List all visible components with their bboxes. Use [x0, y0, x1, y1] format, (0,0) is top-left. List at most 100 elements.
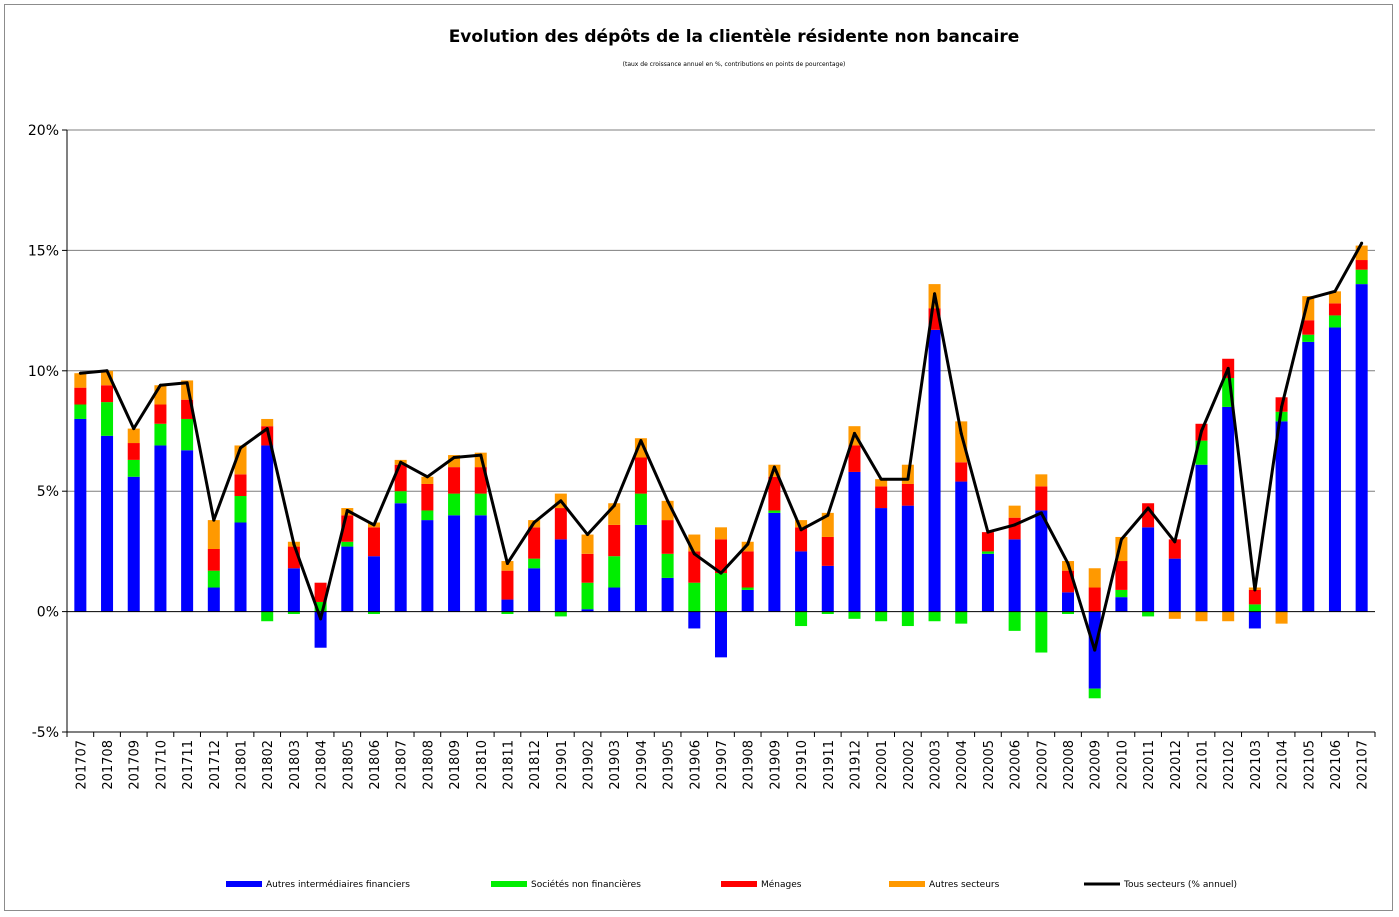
line-point	[532, 521, 536, 525]
bar-segment	[634, 524, 647, 612]
x-tick-label: 202005	[982, 740, 997, 790]
bar-segment	[768, 512, 781, 612]
line-point	[78, 371, 82, 375]
bar-segment	[661, 520, 674, 554]
bar-segment	[1142, 527, 1155, 612]
bar-segment	[1328, 315, 1341, 328]
bar-segment	[207, 570, 220, 588]
line-point	[559, 499, 563, 503]
bar-segment	[74, 404, 87, 419]
x-tick-label: 201905	[662, 740, 677, 790]
bar-segment	[741, 541, 754, 552]
line-point	[1253, 588, 1257, 592]
x-tick-label: 202002	[902, 740, 917, 790]
bar-segment	[581, 553, 594, 583]
bar-segment	[714, 527, 728, 540]
bar-segment	[1062, 611, 1075, 615]
bar-segment	[1168, 611, 1181, 619]
y-tick-label: 20%	[28, 123, 59, 139]
bar-segment	[101, 385, 114, 403]
line-point	[986, 530, 990, 534]
x-tick-label: 201803	[288, 740, 303, 790]
x-tick-label: 201909	[768, 740, 783, 790]
bar-segment	[234, 474, 247, 497]
legend-label: Ménages	[761, 879, 802, 890]
bar-segment	[795, 527, 808, 552]
x-tick-label: 202001	[875, 740, 890, 790]
bar-segment	[181, 450, 194, 612]
x-tick-label: 201708	[101, 740, 116, 790]
bar-segment	[287, 568, 300, 612]
bar-segment	[821, 512, 834, 537]
bar-segment	[608, 587, 621, 612]
line-point	[959, 431, 963, 435]
y-tick-label: 15%	[28, 243, 59, 259]
bar-segment	[848, 611, 861, 619]
x-tick-label: 201807	[395, 740, 410, 790]
y-tick-label: 0%	[37, 605, 59, 621]
line-point	[1013, 523, 1017, 527]
bar-segment	[261, 445, 274, 612]
x-tick-label: 201709	[128, 740, 143, 790]
x-tick-label: 201901	[555, 740, 570, 790]
line-point	[212, 518, 216, 522]
legend-label: Autres intermédiaires financiers	[266, 879, 410, 890]
x-tick-label: 201712	[208, 740, 223, 790]
x-tick-label: 202107	[1356, 740, 1371, 790]
bar-segment	[955, 462, 968, 482]
bar-segment	[581, 609, 594, 612]
line-point	[933, 292, 937, 296]
line-point	[852, 431, 856, 435]
line-point	[345, 508, 349, 512]
bar-segment	[501, 611, 514, 615]
bar-segment	[474, 493, 487, 516]
bar-segment	[875, 479, 888, 487]
line-point	[746, 542, 750, 546]
bar-segment	[74, 418, 87, 612]
line-point	[372, 523, 376, 527]
bar-segment	[1142, 611, 1155, 617]
legend-swatch	[889, 881, 925, 887]
bar-segment	[901, 483, 914, 506]
line-point	[1093, 648, 1097, 652]
x-tick-label: 201912	[848, 740, 863, 790]
line-point	[265, 427, 269, 431]
bar-segment	[154, 385, 167, 405]
bar-segment	[154, 404, 167, 424]
x-tick-label: 201805	[341, 740, 356, 790]
bar-segment	[448, 493, 461, 516]
bar-segment	[448, 467, 461, 494]
bar-segment	[528, 527, 541, 559]
x-tick-label: 202012	[1169, 740, 1184, 790]
bar-series	[74, 245, 1368, 699]
bar-segment	[928, 611, 941, 622]
bar-segment	[314, 601, 327, 612]
bar-segment	[1302, 320, 1315, 335]
bar-segment	[688, 551, 701, 583]
line-point	[132, 427, 136, 431]
line-point	[452, 455, 456, 459]
line-point	[1119, 537, 1123, 541]
bar-segment	[1302, 334, 1315, 342]
bar-segment	[154, 423, 167, 446]
x-tick-label: 202010	[1115, 740, 1130, 790]
bar-segment	[1248, 611, 1261, 629]
x-tick-label: 201711	[181, 740, 196, 790]
bar-segment	[821, 565, 834, 612]
bar-segment	[287, 611, 300, 615]
bar-segment	[314, 611, 327, 648]
bar-segment	[1355, 284, 1368, 612]
bar-segment	[768, 476, 781, 511]
total-line-series	[78, 241, 1364, 652]
x-tick-label: 202101	[1195, 740, 1210, 790]
line-point	[639, 439, 643, 443]
bar-segment	[1008, 611, 1021, 631]
bar-segment	[741, 551, 754, 588]
legend-label: Tous secteurs (% annuel)	[1123, 880, 1237, 890]
x-tick-label: 201907	[715, 740, 730, 790]
bar-segment	[634, 457, 647, 494]
bar-segment	[1035, 510, 1048, 612]
bar-segment	[821, 536, 834, 566]
legend-label: Sociétés non financières	[531, 879, 641, 890]
x-tick-label: 202006	[1009, 740, 1024, 790]
